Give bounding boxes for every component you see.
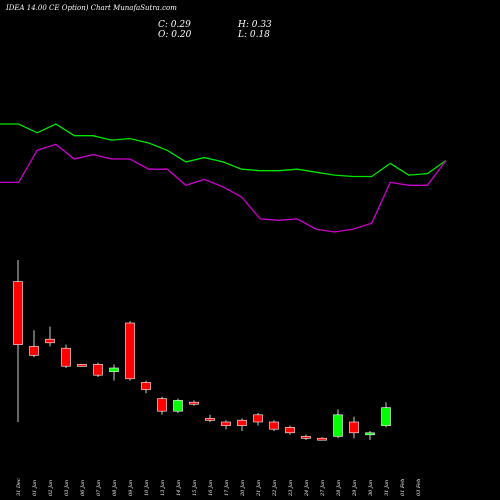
candle-body (125, 322, 135, 380)
candle-body (93, 364, 103, 376)
candle-body (13, 281, 23, 345)
x-tick-label: 01 Feb (400, 479, 406, 496)
x-tick-label: 16 Jan (208, 480, 214, 496)
x-tick-label: 31 Dec (16, 478, 22, 496)
candle-body (221, 421, 231, 426)
x-tick-label: 23 Jan (288, 480, 294, 497)
candle-body (61, 347, 71, 367)
open-value: O: 0.20 (158, 30, 192, 40)
x-tick-label: 20 Jan (240, 480, 246, 497)
candle-body (157, 398, 167, 412)
x-tick-label: 21 Jan (256, 480, 262, 497)
candle-body (381, 407, 391, 426)
candle-body (349, 421, 359, 434)
x-tick-label: 02 Jan (48, 480, 54, 496)
low-value: L: 0.18 (238, 30, 270, 40)
x-tick-label: 08 Jan (112, 480, 118, 496)
x-tick-label: 14 Jan (176, 480, 182, 496)
candle-body (301, 436, 311, 439)
close-value: C: 0.29 (158, 20, 191, 30)
candle-body (109, 367, 119, 372)
x-tick-label: 06 Jan (80, 480, 86, 496)
candle-body (173, 400, 183, 412)
x-tick-label: 13 Jan (160, 480, 166, 496)
candle-body (141, 382, 151, 390)
x-tick-label: 22 Jan (272, 480, 278, 497)
candle-body (205, 418, 215, 421)
purple-indicator-line (0, 143, 447, 233)
x-tick-label: 30 Jan (368, 480, 374, 496)
candle-body (285, 427, 295, 434)
high-value: H: 0.33 (238, 20, 272, 30)
candle-body (237, 419, 247, 426)
x-tick-label: 03 Feb (416, 479, 422, 496)
x-axis-labels: 31 Dec 01 Jan 02 Jan 03 Jan 06 Jan 07 Jan 08 J… (16, 478, 422, 497)
x-tick-label: 17 Jan (224, 480, 230, 496)
x-tick-label: 10 Jan (144, 480, 150, 496)
x-tick-label: 09 Jan (128, 480, 134, 496)
candle-body (365, 432, 375, 436)
x-tick-label: 29 Jan (352, 480, 358, 497)
x-tick-label: 15 Jan (192, 480, 198, 496)
candle-body (189, 401, 199, 405)
x-tick-label: 28 Jan (336, 480, 342, 497)
x-tick-label: 27 Jan (320, 480, 326, 497)
candle-body (269, 421, 279, 430)
x-tick-label: 03 Jan (64, 480, 70, 496)
x-tick-label: 07 Jan (96, 480, 102, 496)
candles (13, 260, 391, 441)
candle-body (317, 437, 327, 441)
candle-body (77, 364, 87, 367)
candle-body (253, 414, 263, 423)
x-tick-label: 31 Jan (384, 480, 390, 496)
chart-title: IDEA 14.00 CE Option) Chart MunafaSutra.… (6, 4, 177, 12)
green-indicator-line (0, 123, 447, 178)
indicator-lines (0, 123, 447, 233)
x-tick-label: 24 Jan (304, 480, 310, 497)
candle-body (45, 338, 55, 344)
x-tick-label: 01 Jan (32, 480, 38, 496)
candle-body (333, 414, 343, 437)
candle-body (29, 346, 39, 356)
